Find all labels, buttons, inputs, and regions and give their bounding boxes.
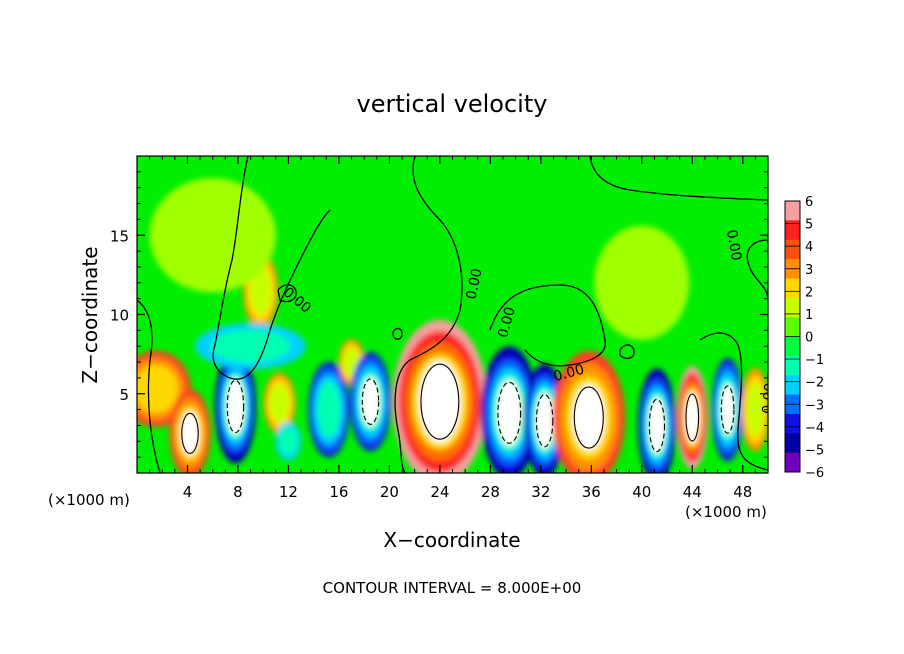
colorbar-label: 4 xyxy=(805,240,813,255)
contour-label: 0.00 xyxy=(723,229,744,262)
contour-line xyxy=(685,393,700,442)
colorbar-segment xyxy=(785,278,800,299)
x-tick-label: 4 xyxy=(183,483,193,501)
contour-line xyxy=(392,327,403,340)
zero-contours xyxy=(137,156,768,473)
plot-area: 0.00 0.00 0.00 0.00 0.00 0.00 xyxy=(137,156,779,473)
colorbar-segment xyxy=(785,375,800,396)
colorbar-label: −4 xyxy=(805,421,824,436)
y-axis-label: Z−coordinate xyxy=(78,246,102,383)
x-tick-label: 8 xyxy=(233,483,243,501)
colorbar-label: 1 xyxy=(805,308,813,323)
velocity-band xyxy=(746,383,765,437)
contour-label: 0.00 xyxy=(463,267,485,301)
contour-line xyxy=(699,332,768,471)
velocity-band xyxy=(210,329,291,363)
velocity-extreme-core xyxy=(361,376,380,427)
colorbar-segment xyxy=(785,355,800,376)
contour-line xyxy=(619,344,635,360)
contour-line xyxy=(361,378,380,425)
x-tick-label: 16 xyxy=(329,483,348,501)
colorbar-segment xyxy=(785,220,800,241)
contour-line xyxy=(226,379,245,434)
contour-line xyxy=(648,398,666,453)
velocity-band xyxy=(249,266,272,315)
colorbar-label: 5 xyxy=(805,218,813,233)
velocity-band xyxy=(316,381,341,438)
colorbar-segment xyxy=(785,433,800,454)
velocity-extreme-core xyxy=(419,360,461,443)
x-tick-label: 36 xyxy=(582,483,601,501)
colorbar: 6 5 4 3 2 1 0 −1 −2 −3 −4 −5 −6 xyxy=(784,195,824,481)
colorbar-segment xyxy=(785,413,800,434)
velocity-extreme-core xyxy=(180,411,200,456)
colorbar-label: −5 xyxy=(805,443,824,458)
velocity-extreme-core xyxy=(535,392,554,450)
contour-interval-footer: CONTOUR INTERVAL = 8.000E+00 xyxy=(323,579,582,597)
colorbar-label: 3 xyxy=(805,263,813,278)
x-tick-label: 48 xyxy=(733,483,752,501)
x-tick-label: 40 xyxy=(632,483,651,501)
contour-line xyxy=(573,386,604,449)
velocity-band xyxy=(279,427,298,456)
velocity-band xyxy=(149,178,276,293)
contour-label: 0.00 xyxy=(760,382,779,414)
velocity-band xyxy=(269,383,290,423)
y-tick-label: 5 xyxy=(119,386,129,404)
colorbar-segment xyxy=(785,239,800,260)
contour-line xyxy=(497,381,522,444)
contour-line xyxy=(181,412,199,454)
colorbar-segment xyxy=(785,336,800,357)
x-tick-label: 28 xyxy=(481,483,500,501)
contour-line xyxy=(137,299,161,473)
x-unit-left: (×1000 m) xyxy=(48,491,130,509)
velocity-extreme-core xyxy=(226,377,245,435)
colorbar-label: 2 xyxy=(805,285,813,300)
x-axis-label: X−coordinate xyxy=(383,528,520,552)
contour-line xyxy=(212,156,331,380)
x-tick-label: 12 xyxy=(279,483,298,501)
colorbar-label: 0 xyxy=(805,331,813,346)
colorbar-segment xyxy=(785,317,800,337)
y-tick-label: 10 xyxy=(110,307,129,325)
contour-line xyxy=(394,156,463,473)
contour-line xyxy=(489,284,606,367)
colorbar-label: −2 xyxy=(805,376,824,391)
y-tick-label: 15 xyxy=(110,227,129,245)
velocity-band xyxy=(594,225,690,340)
contour-line xyxy=(277,284,297,303)
colorbar-label: 6 xyxy=(805,195,813,210)
y-axis: 5 10 15 xyxy=(110,171,768,458)
velocity-extreme-core xyxy=(572,384,605,451)
contour-label: 0.00 xyxy=(495,305,519,339)
colorbar-segment xyxy=(785,297,800,318)
velocity-extreme-core xyxy=(720,383,735,436)
x-tick-label: 24 xyxy=(430,483,449,501)
contour-line xyxy=(420,363,460,440)
x-tick-label: 44 xyxy=(683,483,702,501)
x-axis: 4 8 12 16 20 24 28 32 36 40 44 48 xyxy=(149,156,756,501)
colorbar-segment xyxy=(785,201,800,221)
colorbar-segment xyxy=(785,452,800,473)
colorbar-label: −1 xyxy=(805,353,824,368)
colorbar-label: −3 xyxy=(805,398,824,413)
chart-title: vertical velocity xyxy=(357,90,548,118)
contour-labels: 0.00 0.00 0.00 0.00 0.00 0.00 xyxy=(280,229,779,415)
contour-label: 0.00 xyxy=(552,362,586,386)
velocity-extreme-core xyxy=(648,396,666,454)
x-tick-label: 32 xyxy=(531,483,550,501)
velocity-band xyxy=(137,364,178,414)
contour-line xyxy=(589,156,768,201)
contour-line xyxy=(535,393,554,448)
velocity-extreme-core xyxy=(685,391,700,444)
velocity-extreme-core xyxy=(496,379,522,447)
x-unit-right: (×1000 m) xyxy=(685,503,767,521)
contour-line xyxy=(720,385,735,434)
x-tick-label: 20 xyxy=(380,483,399,501)
colorbar-label: −6 xyxy=(805,466,824,481)
contour-line xyxy=(746,239,768,301)
